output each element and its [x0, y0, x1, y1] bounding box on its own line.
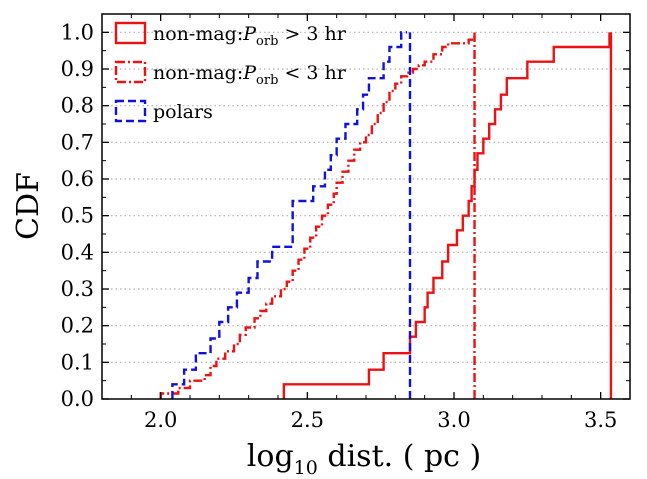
- x-axis-label-rest: dist. ( pc ): [318, 439, 481, 474]
- x-tick-label: 3.5: [584, 408, 617, 432]
- series-line-nonmag_long: [282, 32, 611, 399]
- y-tick-label: 0.3: [61, 277, 94, 301]
- y-tick-label: 0.2: [61, 314, 94, 338]
- y-tick-label: 0.4: [61, 240, 94, 264]
- y-tick-label: 0.8: [61, 94, 94, 118]
- legend-entry-nonmag_long: non-mag:Porb > 3 hr: [153, 23, 347, 49]
- legend-entry-polars: polars: [153, 101, 213, 123]
- y-tick-label: 1.0: [61, 20, 94, 44]
- y-tick-label: 0.1: [61, 350, 94, 374]
- series-line-nonmag_short: [159, 32, 476, 399]
- x-tick-label: 2.5: [291, 408, 324, 432]
- y-tick-label: 0.9: [61, 57, 94, 81]
- axis-ticks: [101, 14, 631, 400]
- y-tick-label: 0.6: [61, 167, 94, 191]
- series-line-polars: [171, 31, 408, 399]
- legend-swatch-nonmag_long: [114, 21, 147, 45]
- y-tick-label: 0.0: [61, 387, 94, 411]
- legend-swatch-nonmag_short: [114, 60, 147, 84]
- x-axis-label-sub: 10: [294, 457, 318, 479]
- y-tick-label: 0.5: [61, 204, 94, 228]
- x-tick-label: 3.0: [437, 408, 470, 432]
- x-axis-label: log10 dist. ( pc ): [247, 439, 481, 479]
- tick-labels: 0.0 0.1 0.2 0.3 0.4 0.5 0.6 0.7 0.8 0.9 1.0 2.0 2.5 3…: [61, 20, 618, 432]
- legend-entry-nonmag_short: non-mag:Porb < 3 hr: [153, 62, 347, 88]
- y-axis-label: CDF: [11, 172, 46, 240]
- x-tick-label: 2.0: [144, 408, 177, 432]
- series-layer: [159, 31, 613, 399]
- x-axis-label-main: log: [247, 439, 294, 474]
- y-tick-label: 0.7: [61, 130, 94, 154]
- legend: non-mag:Porb > 3 hr non-mag:Porb < 3 hr po…: [114, 21, 347, 123]
- legend-swatch-polars: [114, 99, 147, 123]
